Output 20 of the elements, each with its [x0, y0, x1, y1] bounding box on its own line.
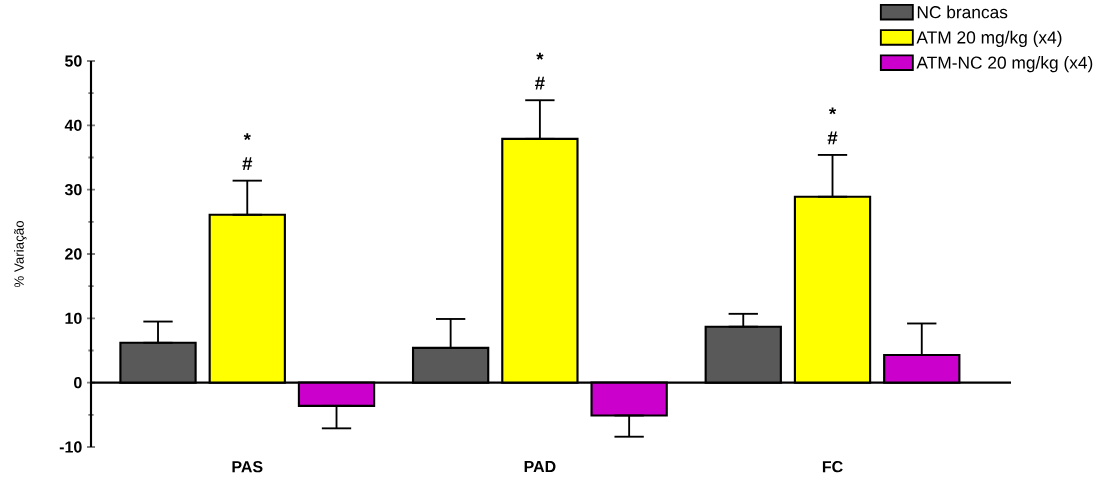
- annotation: #: [827, 131, 838, 145]
- x-tick-label: PAS: [232, 461, 263, 473]
- annotation: #: [535, 76, 545, 90]
- y-tick-label: -10: [59, 441, 82, 453]
- y-tick-label: 40: [64, 119, 82, 131]
- y-tick-label: 20: [65, 248, 82, 260]
- y-tick-label: 30: [64, 184, 82, 196]
- annotation: *: [243, 133, 251, 141]
- y-axis-title: % Variação: [14, 220, 27, 288]
- annotation: *: [828, 107, 837, 115]
- legend-label: NC brancas: [917, 5, 1008, 19]
- annotation: *: [536, 52, 544, 60]
- annotation: #: [242, 157, 253, 170]
- legend-label: ATM 20 mg/kg (x4): [916, 30, 1062, 47]
- y-tick-label: 50: [65, 55, 82, 67]
- x-tick-label: PAD: [524, 461, 556, 473]
- x-tick-label: FC: [822, 461, 843, 473]
- y-tick-label: 10: [65, 312, 82, 324]
- y-tick-label: 0: [74, 377, 82, 389]
- legend-label: ATM-NC 20 mg/kg (x4): [916, 56, 1093, 73]
